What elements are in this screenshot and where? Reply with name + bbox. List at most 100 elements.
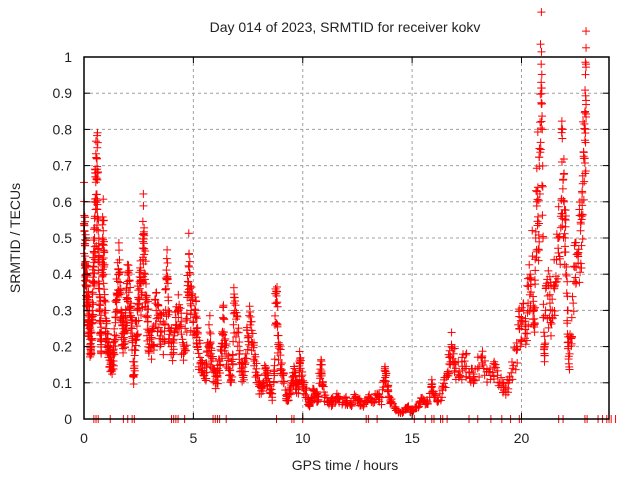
- data-point: [570, 277, 578, 286]
- data-point: [578, 210, 587, 219]
- data-point: [224, 364, 233, 373]
- data-point: [404, 402, 413, 411]
- data-point: [141, 257, 150, 266]
- data-point: [462, 349, 471, 358]
- data-point: [154, 301, 163, 310]
- data-point: [497, 373, 506, 382]
- data-point: [97, 323, 106, 332]
- axis-ticks: [83, 56, 609, 420]
- data-point: [150, 295, 159, 304]
- data-point: [384, 382, 393, 391]
- data-point: [385, 393, 394, 402]
- data-point: [418, 393, 427, 402]
- data-point: [581, 86, 590, 95]
- data-point: [317, 360, 326, 369]
- data-point: [272, 299, 281, 308]
- data-point: [382, 369, 391, 378]
- data-point: [579, 195, 588, 204]
- data-point: [135, 268, 144, 277]
- data-point: [312, 397, 321, 406]
- data-point: [201, 376, 210, 385]
- data-point: [208, 352, 217, 361]
- data-point: [536, 40, 545, 49]
- data-point: [111, 313, 120, 322]
- data-point: [134, 286, 143, 295]
- data-point: [535, 153, 544, 162]
- data-point: [110, 324, 119, 333]
- data-point: [517, 313, 526, 322]
- data-point: [125, 266, 134, 275]
- data-point: [241, 367, 249, 376]
- data-point: [566, 334, 575, 343]
- data-point: [342, 399, 351, 408]
- data-point: [99, 226, 108, 235]
- data-point: [567, 313, 576, 322]
- data-point: [287, 390, 296, 399]
- data-point: [131, 346, 140, 355]
- data-point: [579, 117, 588, 126]
- data-point: [122, 293, 131, 302]
- data-point: [174, 313, 183, 322]
- data-point: [169, 350, 178, 359]
- data-point: [140, 250, 149, 259]
- data-point: [364, 392, 373, 401]
- data-point: [554, 202, 563, 211]
- data-point: [581, 167, 590, 176]
- data-point: [195, 339, 204, 348]
- data-point: [535, 144, 544, 153]
- data-point: [187, 291, 196, 300]
- data-point: [94, 167, 103, 176]
- data-point: [559, 196, 568, 205]
- data-point: [100, 237, 109, 246]
- data-point: [98, 212, 107, 221]
- data-point: [128, 324, 137, 333]
- data-point: [88, 288, 97, 297]
- data-point: [577, 264, 586, 273]
- data-point: [125, 276, 134, 285]
- data-point: [523, 329, 532, 338]
- data-point: [191, 313, 200, 322]
- data-point: [160, 335, 169, 344]
- data-point: [252, 364, 261, 373]
- data-point: [111, 335, 120, 344]
- data-point: [136, 311, 145, 320]
- data-point: [211, 384, 220, 393]
- data-point: [541, 306, 550, 315]
- data-point: [141, 270, 150, 279]
- data-point: [231, 332, 240, 341]
- data-point: [578, 201, 587, 210]
- data-point: [554, 244, 563, 253]
- data-point: [122, 326, 131, 335]
- data-point: [534, 246, 543, 255]
- data-point: [544, 266, 553, 275]
- data-point: [447, 328, 456, 337]
- data-point: [120, 327, 129, 336]
- data-point: [581, 58, 590, 67]
- data-point: [548, 295, 557, 304]
- data-point: [93, 128, 102, 137]
- data-point: [160, 320, 169, 329]
- data-point: [114, 238, 123, 247]
- data-point: [346, 398, 355, 407]
- data-point: [317, 371, 326, 380]
- data-point: [81, 241, 90, 250]
- data-point: [95, 292, 104, 301]
- data-point: [128, 315, 137, 324]
- data-point: [536, 124, 545, 133]
- data-point: [538, 181, 547, 190]
- data-point: [563, 316, 572, 325]
- x-axis-label: GPS time / hours: [292, 457, 399, 473]
- data-point: [251, 352, 260, 361]
- data-point: [112, 331, 121, 340]
- data-point: [414, 402, 423, 411]
- data-point: [141, 312, 150, 321]
- data-point: [298, 371, 307, 380]
- data-point: [235, 338, 244, 347]
- y-tick-label: 0.8: [53, 121, 73, 137]
- data-point: [191, 293, 200, 302]
- data-point: [561, 270, 570, 279]
- data-point: [201, 359, 210, 368]
- data-point: [246, 307, 255, 316]
- data-point: [122, 318, 131, 327]
- data-point: [268, 396, 277, 405]
